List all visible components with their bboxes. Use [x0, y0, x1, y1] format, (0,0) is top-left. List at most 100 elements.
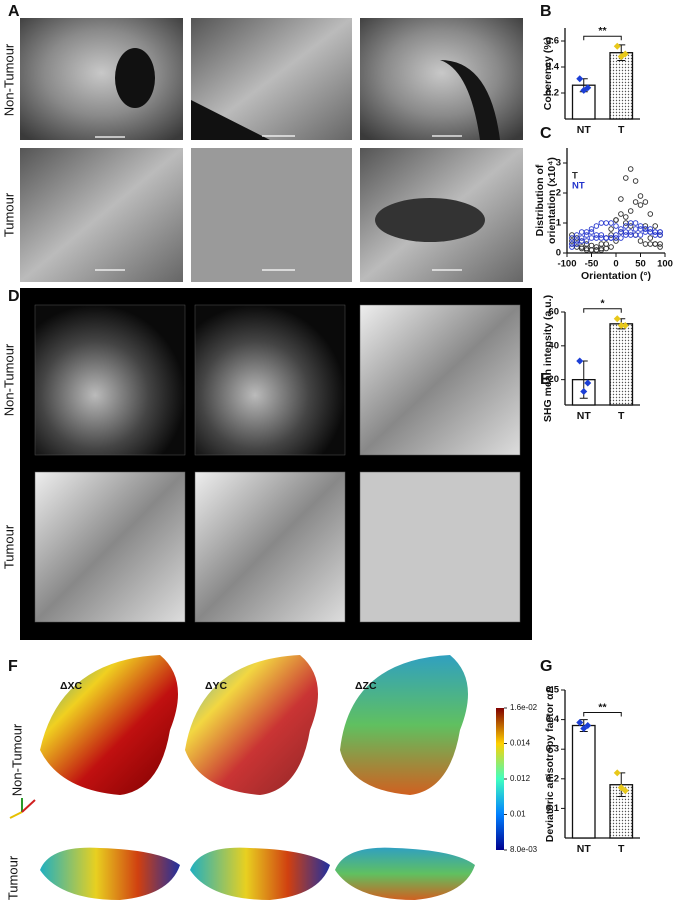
- data-point: [637, 223, 644, 229]
- significance-bracket: [583, 308, 622, 313]
- panel-label: G: [540, 658, 552, 675]
- data-point: [603, 235, 609, 241]
- y-tick-label: 0.1: [546, 803, 560, 814]
- data-point: [657, 232, 663, 238]
- data-point: [583, 229, 590, 235]
- y-tick-label: 0.2: [546, 88, 559, 99]
- x-tick-label: NT: [577, 843, 592, 855]
- x-tick-label: T: [618, 124, 625, 136]
- data-point: [598, 247, 605, 253]
- data-point: [588, 242, 595, 249]
- sem-images: [20, 18, 523, 282]
- data-point: [621, 787, 629, 795]
- data-point: [613, 42, 621, 50]
- data-point: [613, 238, 619, 244]
- legend-entry: T: [572, 171, 578, 182]
- data-point: [574, 232, 580, 238]
- data-point: [578, 235, 585, 241]
- row-label: Tumour: [5, 855, 20, 900]
- data-point: [593, 223, 600, 229]
- y-axis-label: orientation (x10⁴): [546, 157, 558, 244]
- colorbar-label: 1.6e-02: [510, 703, 538, 712]
- data-point: [627, 166, 634, 172]
- y-tick-label: 0.6: [546, 36, 559, 47]
- data-point: [647, 241, 654, 247]
- data-point: [588, 247, 595, 253]
- data-point: [627, 208, 634, 214]
- data-point: [632, 232, 639, 238]
- image-title: ΔYC: [205, 680, 228, 692]
- data-point: [618, 235, 624, 241]
- data-point: [621, 50, 629, 58]
- significance: *: [600, 298, 605, 310]
- x-tick-label: T: [618, 843, 625, 855]
- data-point: [603, 245, 609, 252]
- y-tick-label: 40: [548, 340, 559, 351]
- data-point: [613, 769, 621, 777]
- data-point: [637, 193, 644, 199]
- data-point: [623, 223, 629, 229]
- data-point: [637, 202, 644, 208]
- legend-entry: NT: [572, 181, 585, 192]
- data-point: [576, 357, 584, 365]
- row-label: Non-Tumour: [1, 43, 16, 116]
- y-axis-label: Distribution of: [534, 164, 546, 236]
- bar: [571, 724, 596, 839]
- data-point: [608, 226, 614, 232]
- x-tick-label: T: [618, 410, 625, 422]
- data-point: [647, 229, 654, 235]
- data-point: [632, 178, 639, 184]
- x-tick-label: -100: [557, 259, 576, 270]
- row-label: Non-Tumour: [1, 343, 16, 416]
- data-point: [576, 719, 584, 727]
- data-point: [637, 232, 644, 238]
- data-point: [652, 241, 658, 247]
- image-title: ΔZC: [355, 680, 377, 692]
- data-point: [618, 226, 624, 232]
- data-point: [642, 199, 649, 205]
- data-point: [657, 241, 663, 247]
- data-point: [588, 226, 595, 232]
- data-point: [627, 229, 634, 235]
- y-tick-label: 60: [548, 307, 559, 318]
- data-point: [584, 722, 592, 730]
- y-axis-label: SHG mean intensity (a.u.): [542, 295, 554, 422]
- data-point: [642, 226, 649, 232]
- colorbar-label: 0.01: [510, 810, 526, 819]
- colorbar-label: 8.0e-03: [510, 845, 538, 854]
- panel-label: C: [540, 125, 552, 142]
- data-point: [583, 238, 590, 244]
- data-point: [623, 232, 629, 238]
- data-point: [598, 220, 605, 226]
- significance: **: [598, 701, 607, 713]
- data-point: [578, 244, 585, 250]
- data-point: [617, 322, 625, 330]
- data-point: [647, 235, 654, 241]
- data-point: [657, 229, 663, 235]
- significance: **: [598, 25, 607, 37]
- data-point: [642, 241, 649, 247]
- y-tick-label: 1: [556, 218, 562, 229]
- y-axis-label: Deviatoric anisotropy factor αΔ: [544, 685, 556, 842]
- image-title: ΔXC: [60, 680, 83, 692]
- x-tick-label: 50: [635, 259, 646, 270]
- data-point: [632, 220, 639, 226]
- row-label: Tumour: [1, 192, 16, 237]
- data-point: [598, 241, 605, 247]
- y-tick-label: 0: [556, 248, 561, 259]
- data-point: [578, 229, 585, 235]
- data-point: [627, 220, 634, 226]
- panel-label: A: [8, 3, 20, 20]
- significance-bracket: [583, 712, 622, 717]
- data-point: [578, 238, 585, 244]
- data-point: [608, 235, 614, 241]
- data-point: [583, 232, 590, 238]
- y-tick-label: 0.2: [546, 773, 559, 784]
- data-point: [652, 232, 658, 238]
- x-tick-label: 0: [613, 259, 618, 270]
- colorbar-label: 0.014: [510, 739, 531, 748]
- y-tick-label: 2: [556, 188, 561, 199]
- data-point: [632, 199, 639, 205]
- data-point: [584, 379, 592, 387]
- data-point: [613, 223, 619, 229]
